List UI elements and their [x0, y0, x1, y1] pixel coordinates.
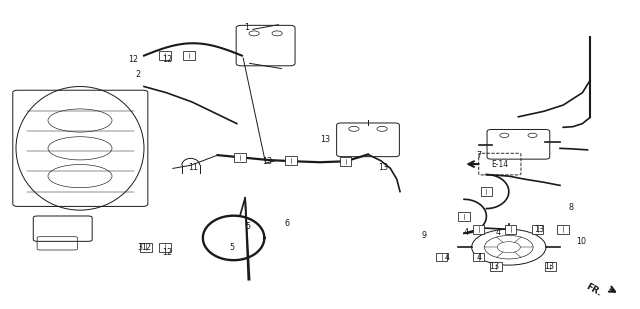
- Text: 13: 13: [262, 157, 273, 166]
- Circle shape: [272, 31, 282, 36]
- Text: 13: 13: [534, 225, 544, 234]
- Bar: [481, 187, 492, 196]
- Bar: [458, 212, 470, 221]
- Bar: [532, 225, 543, 234]
- Text: 12: 12: [163, 55, 173, 64]
- Bar: [473, 253, 484, 261]
- Bar: [159, 51, 171, 60]
- Text: 4: 4: [444, 252, 449, 262]
- Text: 9: 9: [421, 231, 426, 240]
- Circle shape: [377, 126, 387, 131]
- Text: 12: 12: [128, 55, 138, 64]
- Text: 3: 3: [137, 243, 142, 252]
- Text: 8: 8: [568, 203, 573, 212]
- Text: 4: 4: [495, 228, 500, 237]
- Bar: [490, 262, 502, 271]
- Circle shape: [249, 31, 259, 36]
- Text: 5: 5: [229, 243, 234, 252]
- Bar: [557, 225, 569, 234]
- Bar: [140, 243, 152, 252]
- Bar: [234, 153, 246, 162]
- Text: 1: 1: [244, 23, 249, 32]
- Text: 13: 13: [489, 262, 499, 271]
- Bar: [545, 262, 556, 271]
- Bar: [183, 51, 195, 60]
- Text: 10: 10: [576, 237, 586, 246]
- Text: 4: 4: [476, 252, 481, 262]
- Text: E-14: E-14: [492, 159, 508, 169]
- Text: 6: 6: [284, 218, 289, 228]
- Bar: [436, 253, 447, 261]
- Text: 11: 11: [188, 163, 198, 172]
- Text: 4: 4: [463, 228, 468, 237]
- Bar: [473, 225, 484, 234]
- Text: 13: 13: [544, 262, 554, 271]
- Text: 12: 12: [141, 243, 151, 252]
- Circle shape: [500, 133, 509, 138]
- Text: 13: 13: [378, 163, 388, 172]
- Bar: [340, 157, 351, 166]
- Text: 12: 12: [163, 248, 173, 257]
- Text: FR.: FR.: [584, 282, 604, 298]
- Circle shape: [349, 126, 359, 131]
- Bar: [505, 225, 516, 234]
- Circle shape: [528, 133, 537, 138]
- Text: 7: 7: [476, 150, 481, 160]
- Text: 5: 5: [246, 222, 251, 231]
- Bar: [159, 243, 171, 252]
- Bar: [285, 156, 297, 165]
- Text: 2: 2: [135, 70, 140, 79]
- Text: 13: 13: [320, 135, 330, 144]
